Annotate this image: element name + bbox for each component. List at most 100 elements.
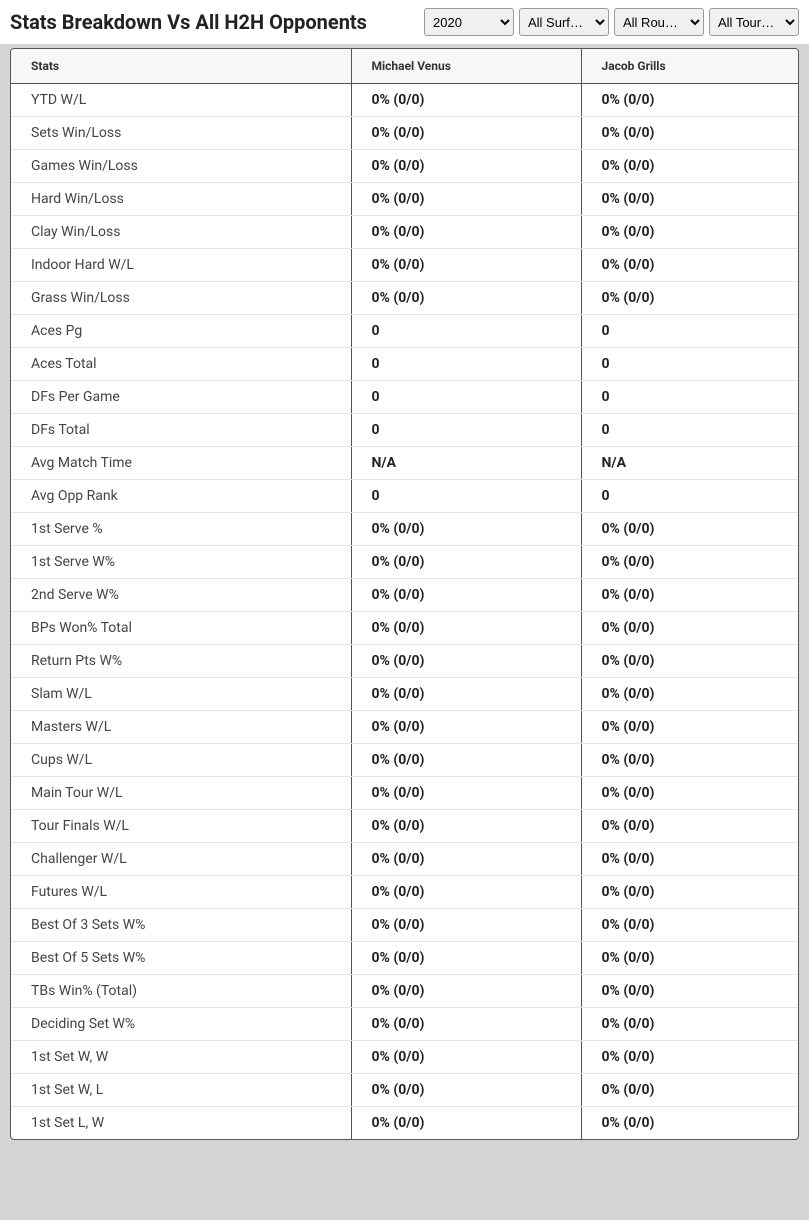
player1-value: 0% (0/0)	[351, 810, 581, 843]
player1-value: 0	[351, 348, 581, 381]
player2-value: 0% (0/0)	[581, 579, 798, 612]
table-row: 1st Set W, L0% (0/0)0% (0/0)	[11, 1074, 798, 1107]
table-row: Return Pts W%0% (0/0)0% (0/0)	[11, 645, 798, 678]
player2-value: N/A	[581, 447, 798, 480]
table-row: YTD W/L0% (0/0)0% (0/0)	[11, 84, 798, 117]
stat-label: 1st Set W, L	[11, 1074, 351, 1107]
player2-value: 0	[581, 348, 798, 381]
tournament-select[interactable]: All Tour…	[709, 8, 799, 36]
player2-value: 0% (0/0)	[581, 216, 798, 249]
table-row: Aces Pg00	[11, 315, 798, 348]
player2-value: 0% (0/0)	[581, 249, 798, 282]
table-row: Slam W/L0% (0/0)0% (0/0)	[11, 678, 798, 711]
surface-select[interactable]: All Surf…	[519, 8, 609, 36]
player2-value: 0% (0/0)	[581, 843, 798, 876]
player2-value: 0% (0/0)	[581, 546, 798, 579]
stat-label: DFs Per Game	[11, 381, 351, 414]
table-row: Deciding Set W%0% (0/0)0% (0/0)	[11, 1008, 798, 1041]
player1-value: 0% (0/0)	[351, 744, 581, 777]
stat-label: Slam W/L	[11, 678, 351, 711]
stat-label: Best Of 5 Sets W%	[11, 942, 351, 975]
player2-value: 0% (0/0)	[581, 117, 798, 150]
table-row: Clay Win/Loss0% (0/0)0% (0/0)	[11, 216, 798, 249]
table-row: Hard Win/Loss0% (0/0)0% (0/0)	[11, 183, 798, 216]
filter-group: 2020 All Surf… All Rou… All Tour…	[424, 8, 799, 36]
stat-label: Return Pts W%	[11, 645, 351, 678]
table-row: Sets Win/Loss0% (0/0)0% (0/0)	[11, 117, 798, 150]
table-row: Main Tour W/L0% (0/0)0% (0/0)	[11, 777, 798, 810]
player1-value: 0	[351, 381, 581, 414]
player2-value: 0% (0/0)	[581, 1107, 798, 1140]
stat-label: 2nd Serve W%	[11, 579, 351, 612]
player1-value: 0% (0/0)	[351, 183, 581, 216]
stat-label: TBs Win% (Total)	[11, 975, 351, 1008]
player1-value: 0% (0/0)	[351, 645, 581, 678]
page-title: Stats Breakdown Vs All H2H Opponents	[10, 10, 367, 34]
player1-value: 0% (0/0)	[351, 117, 581, 150]
table-row: 1st Set W, W0% (0/0)0% (0/0)	[11, 1041, 798, 1074]
stat-label: Deciding Set W%	[11, 1008, 351, 1041]
column-header-player2: Jacob Grills	[581, 49, 798, 84]
stat-label: Aces Total	[11, 348, 351, 381]
column-header-player1: Michael Venus	[351, 49, 581, 84]
table-row: 1st Serve %0% (0/0)0% (0/0)	[11, 513, 798, 546]
player2-value: 0% (0/0)	[581, 876, 798, 909]
player2-value: 0% (0/0)	[581, 942, 798, 975]
player2-value: 0% (0/0)	[581, 777, 798, 810]
player1-value: 0	[351, 414, 581, 447]
player1-value: 0% (0/0)	[351, 513, 581, 546]
player1-value: N/A	[351, 447, 581, 480]
stat-label: Masters W/L	[11, 711, 351, 744]
player2-value: 0% (0/0)	[581, 1074, 798, 1107]
table-row: TBs Win% (Total)0% (0/0)0% (0/0)	[11, 975, 798, 1008]
stats-table-container: Stats Michael Venus Jacob Grills YTD W/L…	[10, 48, 799, 1140]
table-row: BPs Won% Total0% (0/0)0% (0/0)	[11, 612, 798, 645]
player1-value: 0% (0/0)	[351, 84, 581, 117]
player1-value: 0% (0/0)	[351, 777, 581, 810]
table-row: Best Of 3 Sets W%0% (0/0)0% (0/0)	[11, 909, 798, 942]
player2-value: 0% (0/0)	[581, 711, 798, 744]
table-row: DFs Total00	[11, 414, 798, 447]
table-header-row: Stats Michael Venus Jacob Grills	[11, 49, 798, 84]
player2-value: 0% (0/0)	[581, 678, 798, 711]
player1-value: 0	[351, 315, 581, 348]
round-select[interactable]: All Rou…	[614, 8, 704, 36]
player1-value: 0% (0/0)	[351, 909, 581, 942]
stat-label: Sets Win/Loss	[11, 117, 351, 150]
player2-value: 0% (0/0)	[581, 1008, 798, 1041]
player1-value: 0% (0/0)	[351, 711, 581, 744]
stat-label: Tour Finals W/L	[11, 810, 351, 843]
player2-value: 0	[581, 381, 798, 414]
player2-value: 0% (0/0)	[581, 975, 798, 1008]
player1-value: 0% (0/0)	[351, 1074, 581, 1107]
stat-label: BPs Won% Total	[11, 612, 351, 645]
table-row: Grass Win/Loss0% (0/0)0% (0/0)	[11, 282, 798, 315]
stat-label: Cups W/L	[11, 744, 351, 777]
player1-value: 0% (0/0)	[351, 1107, 581, 1140]
player2-value: 0% (0/0)	[581, 1041, 798, 1074]
stat-label: Aces Pg	[11, 315, 351, 348]
player1-value: 0% (0/0)	[351, 1041, 581, 1074]
stat-label: Hard Win/Loss	[11, 183, 351, 216]
table-row: 1st Set L, W0% (0/0)0% (0/0)	[11, 1107, 798, 1140]
stat-label: Avg Match Time	[11, 447, 351, 480]
stat-label: Avg Opp Rank	[11, 480, 351, 513]
player2-value: 0% (0/0)	[581, 612, 798, 645]
stat-label: Best Of 3 Sets W%	[11, 909, 351, 942]
table-row: 2nd Serve W%0% (0/0)0% (0/0)	[11, 579, 798, 612]
stat-label: Clay Win/Loss	[11, 216, 351, 249]
table-row: Games Win/Loss0% (0/0)0% (0/0)	[11, 150, 798, 183]
player1-value: 0% (0/0)	[351, 843, 581, 876]
table-row: Challenger W/L0% (0/0)0% (0/0)	[11, 843, 798, 876]
stat-label: Main Tour W/L	[11, 777, 351, 810]
table-row: Aces Total00	[11, 348, 798, 381]
player1-value: 0% (0/0)	[351, 282, 581, 315]
player1-value: 0	[351, 480, 581, 513]
table-row: Best Of 5 Sets W%0% (0/0)0% (0/0)	[11, 942, 798, 975]
year-select[interactable]: 2020	[424, 8, 514, 36]
player2-value: 0% (0/0)	[581, 744, 798, 777]
stat-label: DFs Total	[11, 414, 351, 447]
stats-table: Stats Michael Venus Jacob Grills YTD W/L…	[11, 49, 798, 1139]
player2-value: 0	[581, 315, 798, 348]
player1-value: 0% (0/0)	[351, 678, 581, 711]
